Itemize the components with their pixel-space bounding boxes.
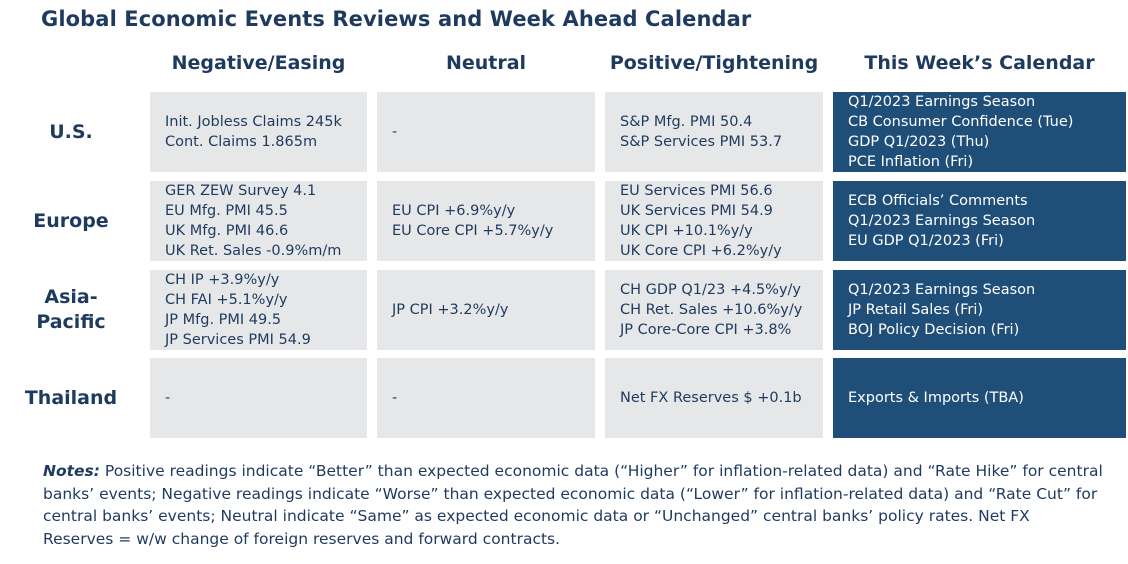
- cell-line: GER ZEW Survey 4.1: [165, 183, 317, 199]
- cell-line: EU CPI +6.9%y/y: [392, 203, 516, 219]
- cell-line: EU Core CPI +5.7%y/y: [392, 223, 554, 239]
- row-header-label: Europe: [33, 209, 109, 232]
- positive-cell: S&P Mfg. PMI 50.4 S&P Services PMI 53.7: [605, 92, 823, 172]
- cell-line: S&P Mfg. PMI 50.4: [620, 114, 753, 130]
- cell-line: Net FX Reserves $ +0.1b: [620, 390, 802, 406]
- cell-line: -: [392, 390, 398, 406]
- cell-line: S&P Services PMI 53.7: [620, 134, 783, 150]
- cell-line: Cont. Claims 1.865m: [165, 134, 318, 150]
- cell-line: Q1/2023 Earnings Season: [848, 94, 1036, 110]
- cell-line: JP Retail Sales (Fri): [848, 302, 984, 318]
- cell-line: UK Mfg. PMI 46.6: [165, 223, 289, 239]
- cell-line: Exports & Imports (TBA): [848, 390, 1024, 406]
- cell-line: CH GDP Q1/23 +4.5%y/y: [620, 282, 802, 298]
- row-header: Asia- Pacific: [0, 270, 142, 350]
- cell-line: -: [165, 390, 171, 406]
- row-header-label: Thailand: [24, 386, 118, 409]
- cell-line: Init. Jobless Claims 245k: [165, 114, 342, 130]
- cell-line: JP Services PMI 54.9: [165, 332, 311, 348]
- calendar-cell: Q1/2023 Earnings Season CB Consumer Confi…: [833, 92, 1126, 172]
- calendar-cell: ECB Officials’ Comments Q1/2023 Earnings …: [833, 181, 1126, 261]
- column-header-negative: Negative/Easing: [171, 52, 346, 74]
- cell-line: UK CPI +10.1%y/y: [620, 223, 753, 239]
- cell-line: CH FAI +5.1%y/y: [165, 292, 288, 308]
- page-title: Global Economic Events Reviews and Week …: [41, 7, 752, 31]
- row-header: U.S.: [0, 92, 142, 172]
- cell-line: UK Services PMI 54.9: [620, 203, 773, 219]
- cell-line: -: [392, 124, 398, 140]
- cell-line: EU Mfg. PMI 45.5: [165, 203, 288, 219]
- cell-line: ECB Officials’ Comments: [848, 193, 1028, 209]
- cell-line: JP Core-Core CPI +3.8%: [620, 322, 792, 338]
- positive-cell: Net FX Reserves $ +0.1b: [605, 358, 823, 438]
- negative-cell: CH IP +3.9%y/y CH FAI +5.1%y/y JP Mfg. PMI…: [150, 270, 367, 350]
- calendar-cell: Exports & Imports (TBA): [833, 358, 1126, 438]
- cell-line: JP Mfg. PMI 49.5: [165, 312, 282, 328]
- cell-line: CH Ret. Sales +10.6%y/y: [620, 302, 803, 318]
- cell-line: JP CPI +3.2%y/y: [392, 302, 509, 318]
- cell-line: GDP Q1/2023 (Thu): [848, 134, 990, 150]
- cell-line: CB Consumer Confidence (Tue): [848, 114, 1074, 130]
- row-header-label: Asia-: [44, 286, 98, 308]
- row-header: Thailand: [0, 358, 142, 438]
- neutral-cell: EU CPI +6.9%y/y EU Core CPI +5.7%y/y: [377, 181, 595, 261]
- cell-line: BOJ Policy Decision (Fri): [848, 322, 1020, 338]
- cell-line: UK Core CPI +6.2%y/y: [620, 243, 782, 259]
- cell-line: UK Ret. Sales -0.9%m/m: [165, 243, 342, 259]
- cell-line: PCE Inflation (Fri): [848, 154, 974, 170]
- negative-cell: Init. Jobless Claims 245k Cont. Claims 1.…: [150, 92, 367, 172]
- negative-cell: -: [150, 358, 367, 438]
- notes-label: Notes:: [43, 462, 100, 480]
- cell-line: Q1/2023 Earnings Season: [848, 282, 1036, 298]
- row-header: Europe: [0, 181, 142, 261]
- column-header-calendar: This Week’s Calendar: [864, 52, 1095, 74]
- row-header-label: U.S.: [49, 120, 93, 143]
- cell-line: EU Services PMI 56.6: [620, 183, 773, 199]
- negative-cell: GER ZEW Survey 4.1 EU Mfg. PMI 45.5 UK Mfg…: [150, 181, 367, 261]
- positive-cell: CH GDP Q1/23 +4.5%y/y CH Ret. Sales +10.6…: [605, 270, 823, 350]
- column-header-neutral: Neutral: [445, 52, 527, 74]
- neutral-cell: JP CPI +3.2%y/y: [377, 270, 595, 350]
- row-header-label: Pacific: [36, 311, 106, 333]
- cell-line: Q1/2023 Earnings Season: [848, 213, 1036, 229]
- calendar-cell: Q1/2023 Earnings Season JP Retail Sales (…: [833, 270, 1126, 350]
- column-header-positive: Positive/Tightening: [609, 52, 819, 74]
- neutral-cell: -: [377, 358, 595, 438]
- cell-line: EU GDP Q1/2023 (Fri): [848, 233, 1004, 249]
- positive-cell: EU Services PMI 56.6 UK Services PMI 54.9…: [605, 181, 823, 261]
- neutral-cell: -: [377, 92, 595, 172]
- cell-line: CH IP +3.9%y/y: [165, 272, 280, 288]
- notes-text: Positive readings indicate “Better” than…: [43, 462, 1103, 548]
- notes: Notes: Positive readings indicate “Bette…: [43, 460, 1105, 550]
